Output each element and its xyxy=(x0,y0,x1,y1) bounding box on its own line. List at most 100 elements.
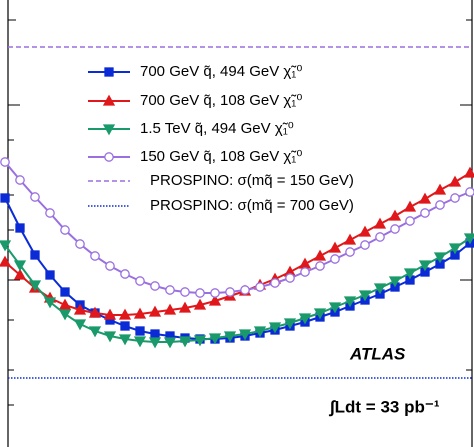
marker xyxy=(313,249,327,261)
marker xyxy=(210,288,220,298)
marker xyxy=(358,290,372,302)
frame xyxy=(7,0,473,447)
marker xyxy=(0,255,12,267)
legend-marker xyxy=(104,67,114,77)
marker xyxy=(178,336,192,348)
marker xyxy=(135,276,145,286)
marker xyxy=(358,225,372,237)
marker xyxy=(135,326,145,336)
marker xyxy=(328,241,342,253)
marker xyxy=(373,283,387,295)
marker xyxy=(30,192,40,202)
marker xyxy=(418,260,432,272)
marker xyxy=(90,251,100,261)
marker xyxy=(105,261,115,271)
marker xyxy=(103,308,117,320)
marker xyxy=(45,270,55,280)
marker xyxy=(328,302,342,314)
marker xyxy=(150,329,160,339)
marker xyxy=(118,308,132,320)
legend-label: PROSPINO: σ(mq̃ = 700 GeV) xyxy=(150,197,354,214)
marker xyxy=(73,319,87,331)
marker xyxy=(343,296,357,308)
marker xyxy=(148,305,162,317)
marker xyxy=(433,183,447,195)
marker xyxy=(388,276,402,288)
legend-marker xyxy=(102,94,116,106)
marker xyxy=(0,193,10,203)
marker xyxy=(120,269,130,279)
marker xyxy=(150,281,160,291)
marker xyxy=(360,240,370,250)
marker xyxy=(223,331,237,343)
marker xyxy=(133,307,147,319)
marker xyxy=(283,318,297,330)
marker xyxy=(15,175,25,185)
marker xyxy=(390,224,400,234)
marker xyxy=(148,337,162,349)
marker xyxy=(195,288,205,298)
marker xyxy=(58,309,72,321)
marker xyxy=(238,329,252,341)
marker xyxy=(373,217,387,229)
series-line xyxy=(4,172,471,316)
legend-marker xyxy=(104,152,114,162)
marker xyxy=(163,303,177,315)
marker xyxy=(133,336,147,348)
marker xyxy=(165,285,175,295)
marker xyxy=(298,257,312,269)
marker xyxy=(315,261,325,271)
marker xyxy=(193,335,207,347)
marker xyxy=(193,298,207,310)
marker xyxy=(285,273,295,283)
legend-marker xyxy=(102,124,116,136)
marker xyxy=(58,298,72,310)
marker xyxy=(225,287,235,297)
marker xyxy=(448,175,462,187)
marker xyxy=(60,225,70,235)
legend-label: 700 GeV q̃, 108 GeV χ̃₁⁰ xyxy=(140,92,302,109)
marker xyxy=(60,287,70,297)
marker xyxy=(73,303,87,315)
marker xyxy=(463,166,474,178)
marker xyxy=(268,322,282,334)
marker xyxy=(313,308,327,320)
marker xyxy=(343,233,357,245)
marker xyxy=(345,247,355,257)
marker xyxy=(420,208,430,218)
marker xyxy=(15,223,25,233)
marker xyxy=(448,243,462,255)
marker xyxy=(450,193,460,203)
marker xyxy=(88,326,102,338)
marker xyxy=(298,313,312,325)
marker xyxy=(255,282,265,292)
marker xyxy=(13,260,27,272)
marker xyxy=(388,209,402,221)
axis-ticks xyxy=(8,19,472,406)
marker xyxy=(180,287,190,297)
marker xyxy=(463,233,474,245)
marker xyxy=(30,250,40,260)
marker xyxy=(208,294,222,306)
marker xyxy=(300,267,310,277)
marker xyxy=(178,301,192,313)
marker xyxy=(163,337,177,349)
marker xyxy=(118,334,132,346)
marker xyxy=(28,280,42,292)
marker xyxy=(433,252,447,264)
legend-label: PROSPINO: σ(mq̃ = 150 GeV) xyxy=(150,172,354,189)
marker xyxy=(103,331,117,343)
marker xyxy=(418,192,432,204)
marker xyxy=(75,239,85,249)
marker xyxy=(403,200,417,212)
marker xyxy=(0,240,12,252)
marker xyxy=(465,187,474,197)
legend-label: 1.5 TeV q̃, 494 GeV χ̃₁⁰ xyxy=(140,120,294,137)
marker xyxy=(43,297,57,309)
marker xyxy=(0,157,10,167)
marker xyxy=(330,254,340,264)
marker xyxy=(120,321,130,331)
marker xyxy=(240,285,250,295)
marker xyxy=(45,208,55,218)
